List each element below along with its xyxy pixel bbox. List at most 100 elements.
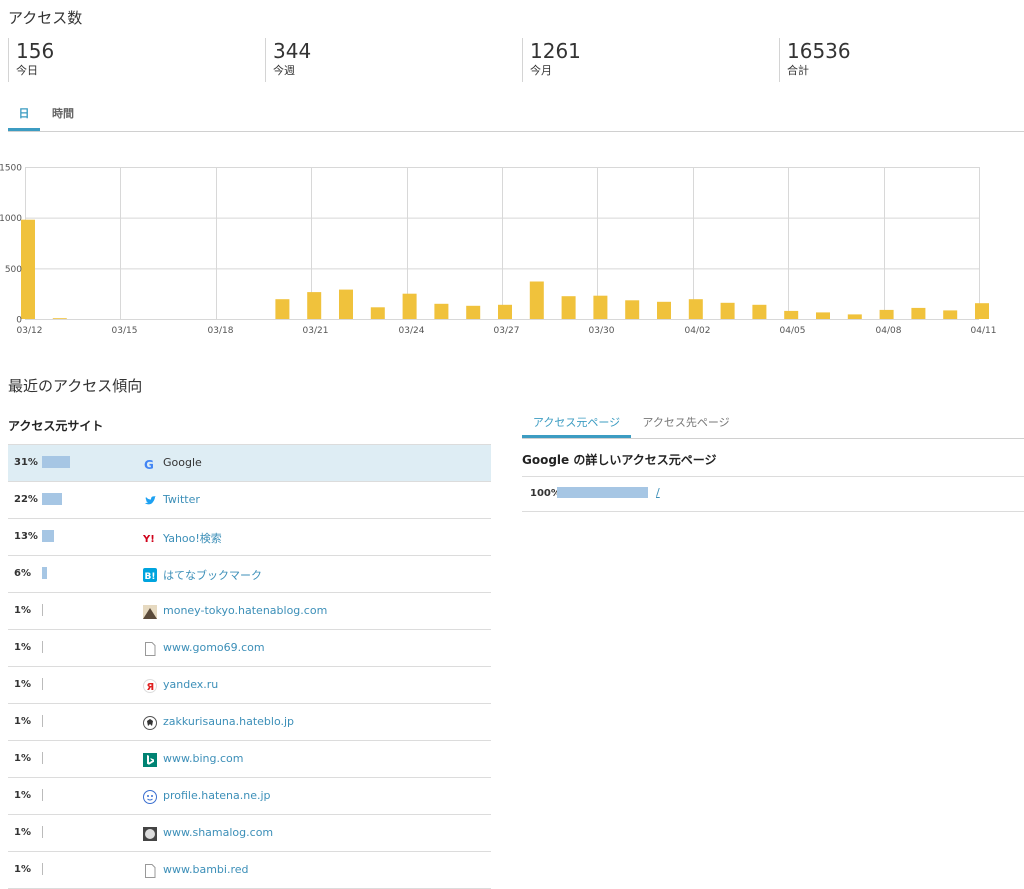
svg-text:Y!: Y! bbox=[143, 534, 155, 545]
stat-month-label: 今月 bbox=[530, 64, 552, 77]
source-link[interactable]: profile.hatena.ne.jp bbox=[163, 789, 271, 802]
source-row-google[interactable]: 31% G Google bbox=[8, 444, 491, 482]
twitter-icon bbox=[143, 493, 157, 507]
y-tick-label: 500 bbox=[5, 265, 22, 275]
x-tick-label: 03/27 bbox=[494, 326, 520, 336]
source-bar bbox=[42, 715, 43, 727]
source-link[interactable]: yandex.ru bbox=[163, 678, 219, 691]
source-link[interactable]: Twitter bbox=[163, 493, 200, 506]
bar-03-22[interactable] bbox=[339, 289, 353, 319]
page-icon bbox=[143, 641, 157, 656]
chart-y-ticks: 1500 1000 500 0 bbox=[0, 164, 22, 326]
chart-x-ticks: 03/12 03/15 03/18 03/21 03/24 03/27 03/30 04/02… bbox=[17, 326, 997, 336]
bar-04-06[interactable] bbox=[816, 312, 830, 319]
x-tick-label: 04/02 bbox=[685, 326, 711, 336]
y-tick-label: 1000 bbox=[0, 214, 22, 224]
bar-03-20[interactable] bbox=[275, 299, 290, 319]
source-row-yahoo[interactable]: 13% Y! Yahoo!検索 bbox=[8, 519, 491, 556]
bar-03-13[interactable] bbox=[52, 318, 67, 319]
bar-04-04[interactable] bbox=[752, 304, 767, 319]
source-row-hatena-profile[interactable]: 1% profile.hatena.ne.jp bbox=[8, 778, 491, 815]
stat-total: 16536 合計 bbox=[779, 38, 851, 82]
source-row-money-tokyo[interactable]: 1% money-tokyo.hatenablog.com bbox=[8, 593, 491, 630]
source-link[interactable]: www.bing.com bbox=[163, 752, 244, 765]
stat-month-value: 1261 bbox=[530, 39, 581, 63]
stat-total-label: 合計 bbox=[787, 64, 809, 77]
tab-day[interactable]: 日 bbox=[8, 104, 40, 131]
source-bar bbox=[42, 789, 43, 801]
source-row-twitter[interactable]: 22% Twitter bbox=[8, 482, 491, 519]
source-link[interactable]: money-tokyo.hatenablog.com bbox=[163, 604, 328, 617]
bar-04-10[interactable] bbox=[943, 310, 958, 319]
bar-03-23[interactable] bbox=[370, 307, 385, 319]
circle-avatar-icon bbox=[143, 826, 157, 841]
bar-03-29[interactable] bbox=[561, 296, 576, 319]
mountain-icon bbox=[143, 604, 157, 619]
detail-percent: 100% bbox=[530, 488, 561, 499]
tab-referrer-pages[interactable]: アクセス元ページ bbox=[522, 410, 631, 438]
x-tick-label: 03/15 bbox=[112, 326, 138, 336]
bar-03-26[interactable] bbox=[466, 305, 481, 319]
tab-destination-pages[interactable]: アクセス先ページ bbox=[642, 416, 730, 429]
bar-04-11[interactable] bbox=[975, 303, 989, 319]
bar-03-12[interactable] bbox=[21, 219, 35, 319]
detail-row[interactable]: 100% / bbox=[522, 477, 1024, 511]
stat-week-label: 今週 bbox=[273, 64, 295, 77]
chart-bars bbox=[21, 219, 989, 320]
bar-03-28[interactable] bbox=[529, 281, 544, 320]
source-link[interactable]: zakkurisauna.hateblo.jp bbox=[163, 715, 295, 728]
source-row-hatena-bookmark[interactable]: 6% B! はてなブックマーク bbox=[8, 556, 491, 593]
bar-03-27[interactable] bbox=[498, 304, 512, 319]
source-percent: 13% bbox=[14, 531, 38, 542]
source-row-zakkurisauna[interactable]: 1% zakkurisauna.hateblo.jp bbox=[8, 704, 491, 741]
bar-04-09[interactable] bbox=[911, 307, 926, 319]
source-link[interactable]: www.gomo69.com bbox=[163, 641, 265, 654]
source-row-yandex[interactable]: 1% Я yandex.ru bbox=[8, 667, 491, 704]
stat-month: 1261 今月 bbox=[522, 38, 581, 82]
source-bar bbox=[42, 752, 43, 764]
svg-text:Я: Я bbox=[147, 682, 155, 693]
bar-03-24[interactable] bbox=[402, 293, 417, 319]
bar-04-02[interactable] bbox=[688, 299, 703, 319]
x-tick-label: 03/30 bbox=[589, 326, 615, 336]
bar-04-03[interactable] bbox=[720, 302, 735, 319]
source-bar bbox=[42, 641, 43, 653]
bar-04-01[interactable] bbox=[657, 301, 671, 319]
source-name: Google bbox=[163, 456, 202, 469]
y-tick-label: 0 bbox=[16, 316, 22, 326]
stat-today-value: 156 bbox=[16, 39, 55, 63]
hatena-bookmark-icon: B! bbox=[143, 567, 157, 582]
svg-text:G: G bbox=[144, 458, 154, 471]
bar-03-25[interactable] bbox=[434, 303, 449, 319]
source-row-gomo69[interactable]: 1% www.gomo69.com bbox=[8, 630, 491, 667]
stat-total-value: 16536 bbox=[787, 39, 851, 63]
stat-today: 156 今日 bbox=[8, 38, 54, 82]
source-bar bbox=[42, 863, 43, 875]
detail-bar bbox=[557, 487, 648, 498]
bar-03-30[interactable] bbox=[593, 295, 608, 319]
page-icon bbox=[143, 863, 157, 878]
sources-list: 31% G Google 22% Twitter 13% Y! Yahoo!検索… bbox=[8, 444, 491, 889]
bar-04-05[interactable] bbox=[784, 310, 799, 319]
x-tick-label: 03/21 bbox=[303, 326, 329, 336]
source-link[interactable]: www.shamalog.com bbox=[163, 826, 274, 839]
detail-link[interactable]: / bbox=[656, 486, 660, 499]
bar-04-08[interactable] bbox=[879, 309, 894, 319]
source-percent: 1% bbox=[14, 679, 31, 690]
source-row-bing[interactable]: 1% www.bing.com bbox=[8, 741, 491, 778]
recent-trend-title: 最近のアクセス傾向 bbox=[8, 377, 143, 395]
source-bar bbox=[42, 604, 43, 616]
source-row-bambi[interactable]: 1% www.bambi.red bbox=[8, 852, 491, 889]
source-percent: 22% bbox=[14, 494, 38, 505]
bar-03-21[interactable] bbox=[307, 292, 322, 319]
bar-04-07[interactable] bbox=[847, 314, 862, 319]
source-row-shamalog[interactable]: 1% www.shamalog.com bbox=[8, 815, 491, 852]
source-percent: 1% bbox=[14, 716, 31, 727]
source-link[interactable]: はてなブックマーク bbox=[163, 569, 262, 582]
tab-hour[interactable]: 時間 bbox=[52, 107, 74, 120]
bar-03-31[interactable] bbox=[625, 300, 640, 319]
source-bar bbox=[42, 678, 43, 690]
source-link[interactable]: Yahoo!検索 bbox=[163, 532, 222, 545]
source-link[interactable]: www.bambi.red bbox=[163, 863, 249, 876]
